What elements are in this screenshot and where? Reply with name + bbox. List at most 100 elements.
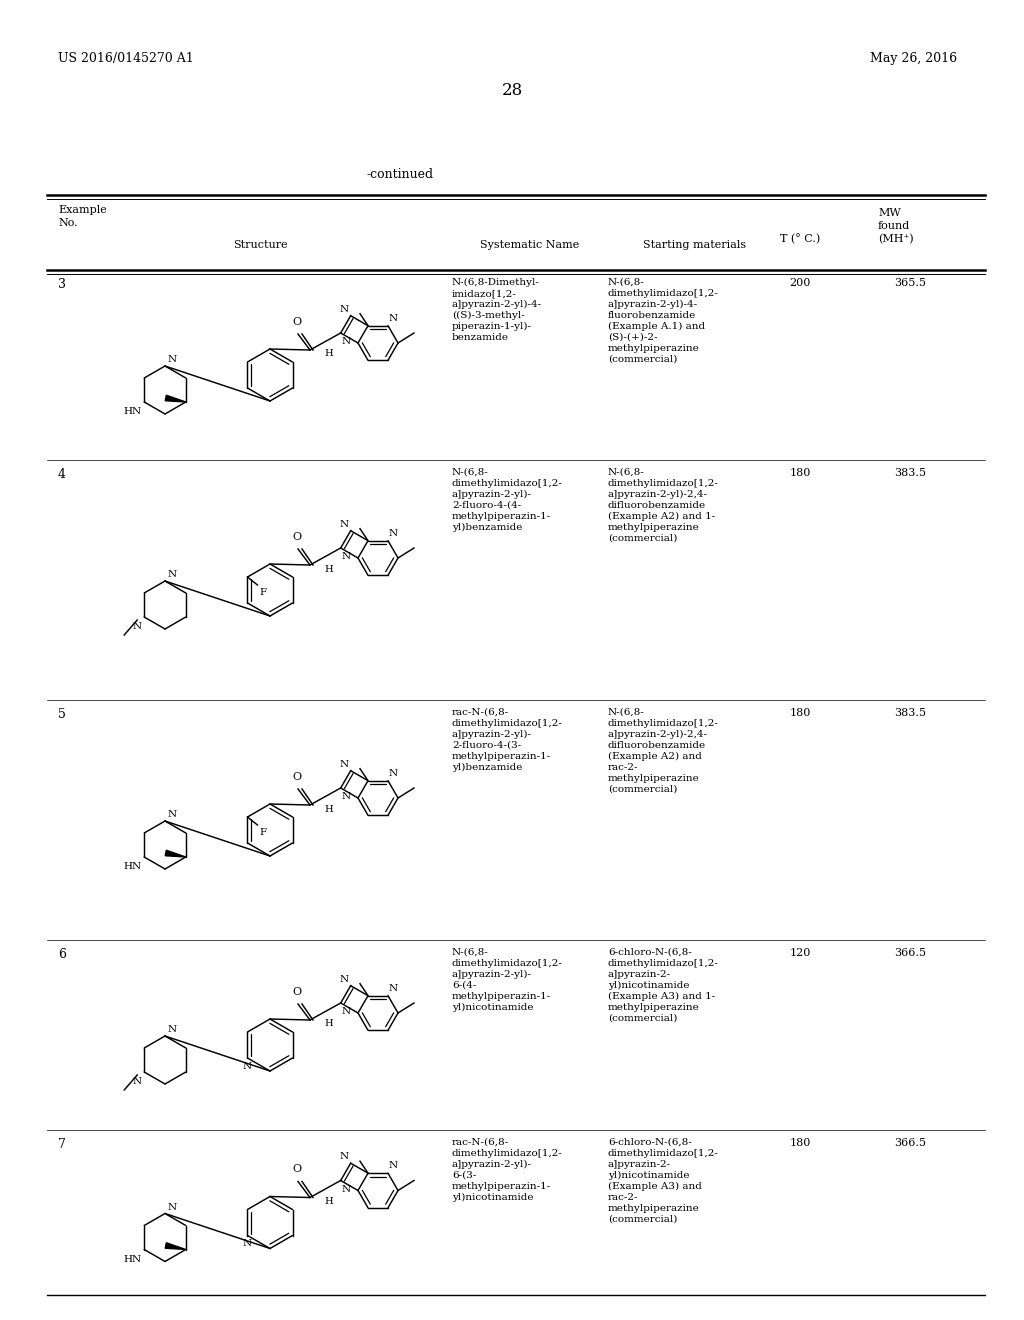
Text: H: H — [324, 565, 333, 573]
Text: O: O — [293, 1164, 301, 1175]
Text: rac-N-(6,8-: rac-N-(6,8- — [452, 1138, 509, 1147]
Text: 366.5: 366.5 — [894, 1138, 926, 1148]
Text: O: O — [293, 772, 301, 781]
Text: a]pyrazin-2-yl)-: a]pyrazin-2-yl)- — [452, 490, 532, 499]
Text: dimethylimidazo[1,2-: dimethylimidazo[1,2- — [608, 1148, 719, 1158]
Text: dimethylimidazo[1,2-: dimethylimidazo[1,2- — [608, 719, 719, 729]
Text: yl)nicotinamide: yl)nicotinamide — [452, 1193, 534, 1203]
Text: N: N — [342, 552, 351, 561]
Text: yl)benzamide: yl)benzamide — [452, 763, 522, 772]
Text: N: N — [389, 314, 398, 322]
Text: a]pyrazin-2-yl)-2,4-: a]pyrazin-2-yl)-2,4- — [608, 490, 708, 499]
Text: 366.5: 366.5 — [894, 948, 926, 958]
Text: O: O — [293, 987, 301, 997]
Text: T (° C.): T (° C.) — [780, 234, 820, 244]
Text: (Example A2) and 1-: (Example A2) and 1- — [608, 512, 715, 521]
Text: 6-(3-: 6-(3- — [452, 1171, 476, 1180]
Text: fluorobenzamide: fluorobenzamide — [608, 312, 696, 319]
Text: O: O — [293, 317, 301, 327]
Text: dimethylimidazo[1,2-: dimethylimidazo[1,2- — [452, 1148, 563, 1158]
Text: N-(6,8-Dimethyl-: N-(6,8-Dimethyl- — [452, 279, 540, 288]
Text: HN: HN — [123, 1254, 141, 1263]
Text: N: N — [342, 1007, 351, 1016]
Text: difluorobenzamide: difluorobenzamide — [608, 741, 707, 750]
Polygon shape — [165, 850, 185, 857]
Text: rac-2-: rac-2- — [608, 1193, 639, 1203]
Text: a]pyrazin-2-yl)-: a]pyrazin-2-yl)- — [452, 730, 532, 739]
Text: (commercial): (commercial) — [608, 1214, 677, 1224]
Text: N: N — [389, 529, 398, 537]
Text: yl)benzamide: yl)benzamide — [452, 523, 522, 532]
Text: 6-(4-: 6-(4- — [452, 981, 476, 990]
Text: HN: HN — [123, 862, 141, 871]
Text: N: N — [340, 520, 349, 529]
Text: N: N — [340, 1152, 349, 1162]
Text: found: found — [878, 220, 910, 231]
Polygon shape — [165, 1242, 185, 1250]
Text: N-(6,8-: N-(6,8- — [608, 279, 645, 286]
Text: 200: 200 — [790, 279, 811, 288]
Text: difluorobenzamide: difluorobenzamide — [608, 502, 707, 510]
Text: methylpiperazin-1-: methylpiperazin-1- — [452, 1181, 551, 1191]
Text: (Example A2) and: (Example A2) and — [608, 752, 701, 762]
Text: N: N — [168, 355, 177, 364]
Text: -continued: -continued — [367, 168, 433, 181]
Text: HN: HN — [123, 407, 141, 416]
Text: 7: 7 — [58, 1138, 66, 1151]
Text: 120: 120 — [790, 948, 811, 958]
Text: (commercial): (commercial) — [608, 535, 677, 543]
Text: a]pyrazin-2-: a]pyrazin-2- — [608, 1160, 671, 1170]
Text: N: N — [342, 792, 351, 801]
Text: methylpiperazine: methylpiperazine — [608, 523, 699, 532]
Text: F: F — [259, 587, 266, 597]
Text: 4: 4 — [58, 469, 66, 480]
Text: N-(6,8-: N-(6,8- — [608, 708, 645, 717]
Text: N: N — [132, 1077, 141, 1086]
Text: N: N — [168, 1203, 177, 1212]
Text: ((S)-3-methyl-: ((S)-3-methyl- — [452, 312, 524, 321]
Text: methylpiperazin-1-: methylpiperazin-1- — [452, 993, 551, 1001]
Text: imidazo[1,2-: imidazo[1,2- — [452, 289, 517, 298]
Text: 365.5: 365.5 — [894, 279, 926, 288]
Text: rac-2-: rac-2- — [608, 763, 639, 772]
Text: Example: Example — [58, 205, 106, 215]
Text: a]pyrazin-2-yl)-4-: a]pyrazin-2-yl)-4- — [452, 300, 542, 309]
Text: (Example A3) and 1-: (Example A3) and 1- — [608, 993, 715, 1001]
Text: N: N — [389, 983, 398, 993]
Text: dimethylimidazo[1,2-: dimethylimidazo[1,2- — [608, 960, 719, 968]
Text: methylpiperazine: methylpiperazine — [608, 345, 699, 352]
Text: (S)-(+)-2-: (S)-(+)-2- — [608, 333, 657, 342]
Text: dimethylimidazo[1,2-: dimethylimidazo[1,2- — [608, 479, 719, 488]
Text: dimethylimidazo[1,2-: dimethylimidazo[1,2- — [608, 289, 719, 298]
Text: yl)nicotinamide: yl)nicotinamide — [608, 1171, 689, 1180]
Text: H: H — [324, 804, 333, 813]
Text: N: N — [340, 974, 349, 983]
Text: MW: MW — [878, 209, 901, 218]
Text: (commercial): (commercial) — [608, 1014, 677, 1023]
Text: a]pyrazin-2-yl)-2,4-: a]pyrazin-2-yl)-2,4- — [608, 730, 708, 739]
Text: Starting materials: Starting materials — [643, 240, 746, 249]
Text: 6-chloro-N-(6,8-: 6-chloro-N-(6,8- — [608, 1138, 692, 1147]
Text: yl)nicotinamide: yl)nicotinamide — [452, 1003, 534, 1012]
Text: dimethylimidazo[1,2-: dimethylimidazo[1,2- — [452, 719, 563, 729]
Text: methylpiperazin-1-: methylpiperazin-1- — [452, 512, 551, 521]
Polygon shape — [165, 395, 185, 403]
Text: 28: 28 — [502, 82, 522, 99]
Text: N-(6,8-: N-(6,8- — [452, 469, 488, 477]
Text: a]pyrazin-2-yl)-4-: a]pyrazin-2-yl)-4- — [608, 300, 698, 309]
Text: 6-chloro-N-(6,8-: 6-chloro-N-(6,8- — [608, 948, 692, 957]
Text: N: N — [342, 337, 351, 346]
Text: US 2016/0145270 A1: US 2016/0145270 A1 — [58, 51, 194, 65]
Text: N: N — [168, 810, 177, 818]
Text: N: N — [132, 622, 141, 631]
Text: Structure: Structure — [232, 240, 288, 249]
Text: a]pyrazin-2-yl)-: a]pyrazin-2-yl)- — [452, 1160, 532, 1170]
Text: (Example A.1) and: (Example A.1) and — [608, 322, 706, 331]
Text: rac-N-(6,8-: rac-N-(6,8- — [452, 708, 509, 717]
Text: N: N — [340, 305, 349, 314]
Text: (commercial): (commercial) — [608, 355, 677, 364]
Text: (commercial): (commercial) — [608, 785, 677, 795]
Text: H: H — [324, 350, 333, 359]
Text: No.: No. — [58, 218, 78, 228]
Text: N: N — [389, 768, 398, 777]
